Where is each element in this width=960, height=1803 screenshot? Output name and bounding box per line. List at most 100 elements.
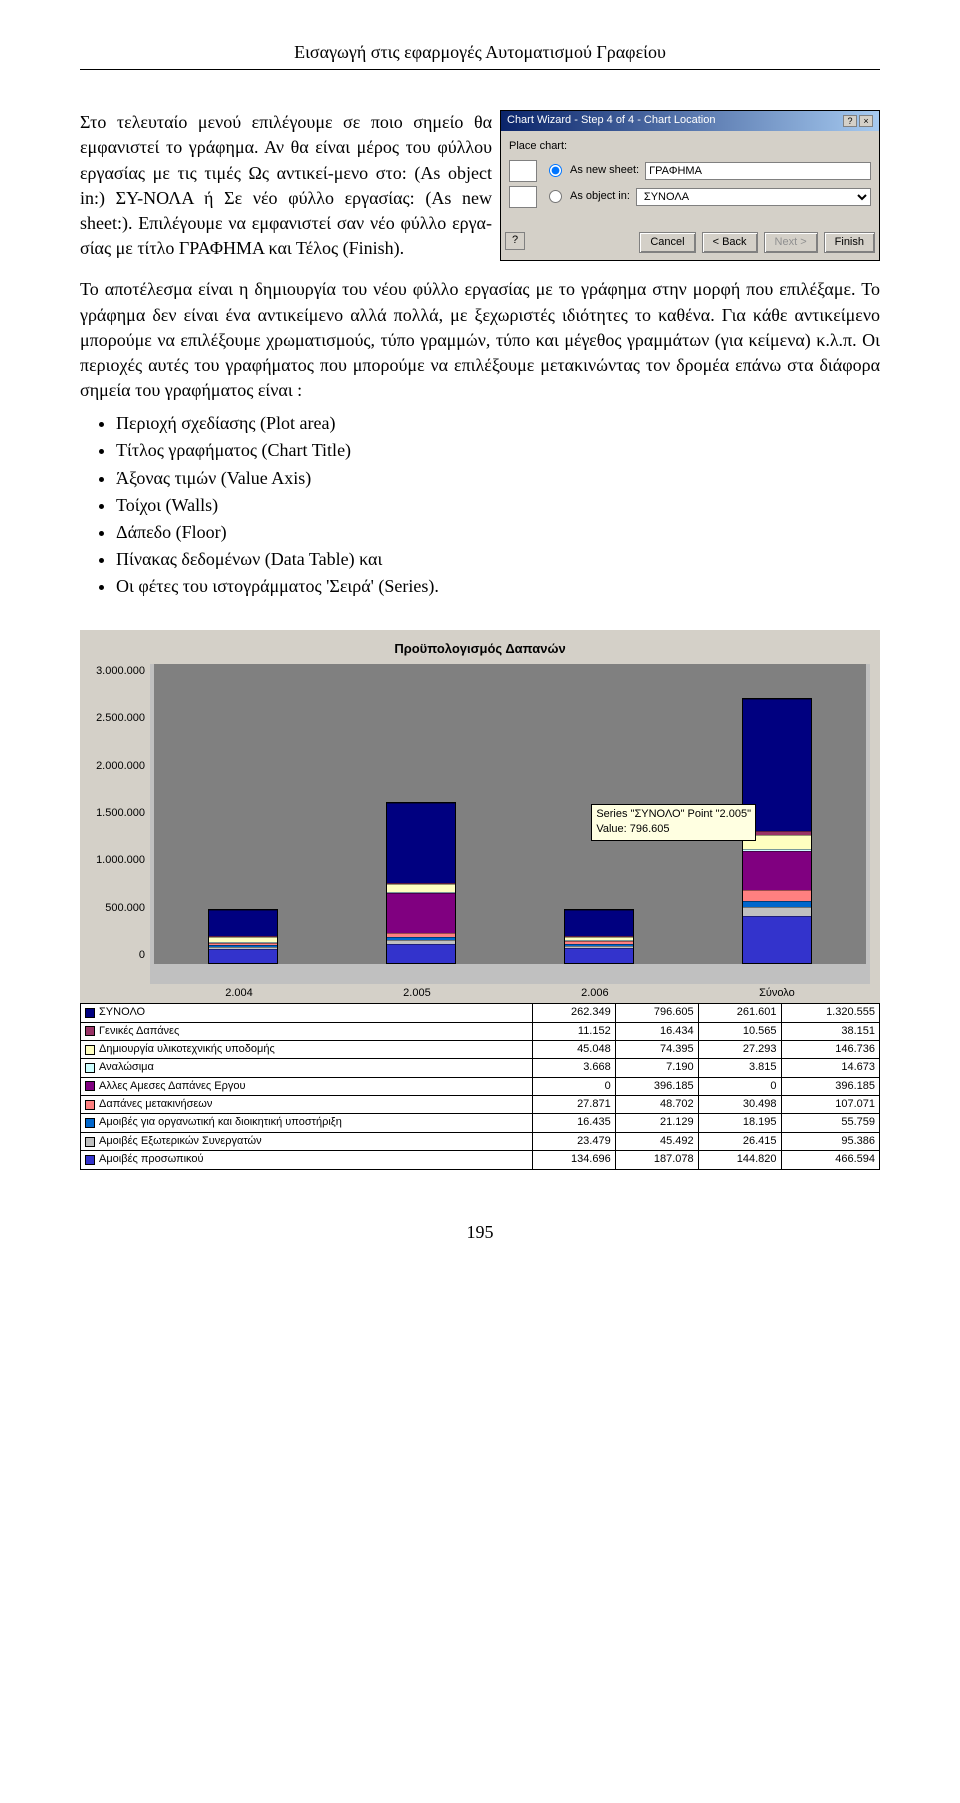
table-row: Γενικές Δαπάνες11.15216.43410.56538.151 (81, 1022, 880, 1040)
legend-cell: Γενικές Δαπάνες (81, 1022, 533, 1040)
table-row: Αλλες Αμεσες Δαπάνες Εργου0396.1850396.1… (81, 1077, 880, 1095)
chart-title: Προϋπολογισμός Δαπανών (80, 630, 880, 664)
y-tick-label: 2.500.000 (90, 711, 145, 726)
y-tick-label: 3.000.000 (90, 664, 145, 679)
x-tick-label: 2.005 (403, 986, 431, 1001)
chart-tooltip: Series "ΣΥΝΟΛΟ" Point "2.005" Value: 796… (591, 804, 756, 841)
table-row: Αμοιβές Εξωτερικών Συνεργατών 23.47945.49… (81, 1132, 880, 1150)
bullet-item: Οι φέτες του ιστογράμματος 'Σειρά' (Seri… (116, 574, 880, 599)
y-tick-label: 0 (90, 948, 145, 963)
table-cell: 45.492 (615, 1132, 698, 1150)
back-button[interactable]: < Back (702, 232, 758, 253)
page-number: 195 (80, 1220, 880, 1245)
table-cell: 146.736 (781, 1040, 880, 1058)
bar-segment[interactable] (387, 884, 455, 891)
new-sheet-icon (509, 160, 537, 182)
bar-segment[interactable] (743, 916, 811, 963)
bar-segment[interactable] (743, 851, 811, 891)
table-cell: 23.479 (532, 1132, 615, 1150)
x-tick-label: 2.006 (581, 986, 609, 1001)
close-icon[interactable]: × (859, 115, 873, 127)
bullet-item: Δάπεδο (Floor) (116, 520, 880, 545)
table-cell: 74.395 (615, 1040, 698, 1058)
x-tick-label: 2.004 (225, 986, 253, 1001)
bar-segment[interactable] (387, 944, 455, 963)
table-cell: 14.673 (781, 1059, 880, 1077)
table-cell: 21.129 (615, 1114, 698, 1132)
chart-data-table: ΣΥΝΟΛΟ262.349796.605261.6011.320.555Γενι… (80, 1003, 880, 1170)
bullet-item: Τοίχοι (Walls) (116, 493, 880, 518)
bar-stack[interactable] (386, 802, 456, 964)
legend-cell: Αμοιβές Εξωτερικών Συνεργατών (81, 1132, 533, 1150)
table-row: Αμοιβές προσωπικού134.696187.078144.8204… (81, 1151, 880, 1169)
legend-swatch-icon (85, 1008, 95, 1018)
table-cell: 48.702 (615, 1096, 698, 1114)
bar-segment[interactable] (565, 948, 633, 962)
chart-area: Προϋπολογισμός Δαπανών 3.000.0002.500.00… (80, 630, 880, 1170)
plot-wall: Series "ΣΥΝΟΛΟ" Point "2.005" Value: 796… (154, 664, 866, 964)
table-cell: 396.185 (781, 1077, 880, 1095)
input-new-sheet-name[interactable] (645, 162, 871, 180)
legend-label: Αμοιβές για οργανωτική και διοικητική υπ… (99, 1115, 342, 1130)
table-row: Δαπάνες μετακινήσεων27.87148.70230.49810… (81, 1096, 880, 1114)
bullet-item: Περιοχή σχεδίασης (Plot area) (116, 411, 880, 436)
table-cell: 261.601 (698, 1004, 781, 1022)
legend-label: Αναλώσιμα (99, 1060, 154, 1075)
bar-segment[interactable] (387, 893, 455, 933)
legend-swatch-icon (85, 1137, 95, 1147)
label-object-in: As object in: (570, 189, 630, 204)
table-cell: 107.071 (781, 1096, 880, 1114)
legend-label: Αμοιβές Εξωτερικών Συνεργατών (99, 1134, 262, 1149)
legend-cell: Αναλώσιμα (81, 1059, 533, 1077)
select-object-in[interactable]: ΣΥΝΟΛΑ (636, 188, 871, 206)
table-cell: 10.565 (698, 1022, 781, 1040)
table-row: Αμοιβές για οργανωτική και διοικητική υπ… (81, 1114, 880, 1132)
table-cell: 16.435 (532, 1114, 615, 1132)
legend-cell: Δημιουργία υλικοτεχνικής υποδομής (81, 1040, 533, 1058)
y-tick-label: 1.000.000 (90, 853, 145, 868)
table-cell: 0 (698, 1077, 781, 1095)
table-cell: 134.696 (532, 1151, 615, 1169)
bar-segment[interactable] (209, 910, 277, 936)
legend-cell: Αμοιβές προσωπικού (81, 1151, 533, 1169)
legend-swatch-icon (85, 1155, 95, 1165)
radio-new-sheet[interactable] (549, 164, 562, 177)
legend-cell: Αμοιβές για οργανωτική και διοικητική υπ… (81, 1114, 533, 1132)
table-cell: 396.185 (615, 1077, 698, 1095)
table-row: Αναλώσιμα3.6687.1903.81514.673 (81, 1059, 880, 1077)
y-tick-label: 500.000 (90, 901, 145, 916)
radio-object-in[interactable] (549, 190, 562, 203)
legend-swatch-icon (85, 1026, 95, 1036)
bullet-list: Περιοχή σχεδίασης (Plot area)Τίτλος γραφ… (116, 411, 880, 599)
table-cell: 187.078 (615, 1151, 698, 1169)
bar-segment[interactable] (743, 890, 811, 901)
chart-wizard-dialog: Chart Wizard - Step 4 of 4 - Chart Locat… (500, 110, 880, 261)
legend-cell: ΣΥΝΟΛΟ (81, 1004, 533, 1022)
x-tick-label: Σύνολο (759, 986, 795, 1001)
x-axis-labels: 2.004 2.005 2.006 Σύνολο (150, 984, 870, 1003)
finish-button[interactable]: Finish (824, 232, 875, 253)
legend-swatch-icon (85, 1045, 95, 1055)
legend-label: ΣΥΝΟΛΟ (99, 1005, 145, 1020)
bar-segment[interactable] (209, 949, 277, 962)
bar-stack[interactable] (208, 909, 278, 964)
legend-label: Γενικές Δαπάνες (99, 1024, 179, 1039)
help-icon[interactable]: ? (843, 115, 857, 127)
help-button[interactable]: ? (505, 232, 525, 250)
label-new-sheet: As new sheet: (570, 163, 639, 178)
object-in-icon (509, 186, 537, 208)
bar-segment[interactable] (743, 907, 811, 917)
bar-segment[interactable] (387, 803, 455, 883)
table-cell: 0 (532, 1077, 615, 1095)
legend-cell: Αλλες Αμεσες Δαπάνες Εργου (81, 1077, 533, 1095)
bar-stack[interactable] (564, 909, 634, 964)
document-header: Εισαγωγή στις εφαρμογές Αυτοματισμού Γρα… (80, 40, 880, 70)
chart-plot: 3.000.0002.500.0002.000.0001.500.0001.00… (150, 664, 870, 984)
bar-segment[interactable] (565, 910, 633, 936)
legend-cell: Δαπάνες μετακινήσεων (81, 1096, 533, 1114)
paragraph-2: Το αποτέλεσμα είναι η δημιουργία του νέο… (80, 277, 880, 403)
table-cell: 27.871 (532, 1096, 615, 1114)
wizard-title: Chart Wizard - Step 4 of 4 - Chart Locat… (507, 113, 715, 128)
table-cell: 26.415 (698, 1132, 781, 1150)
cancel-button[interactable]: Cancel (639, 232, 695, 253)
